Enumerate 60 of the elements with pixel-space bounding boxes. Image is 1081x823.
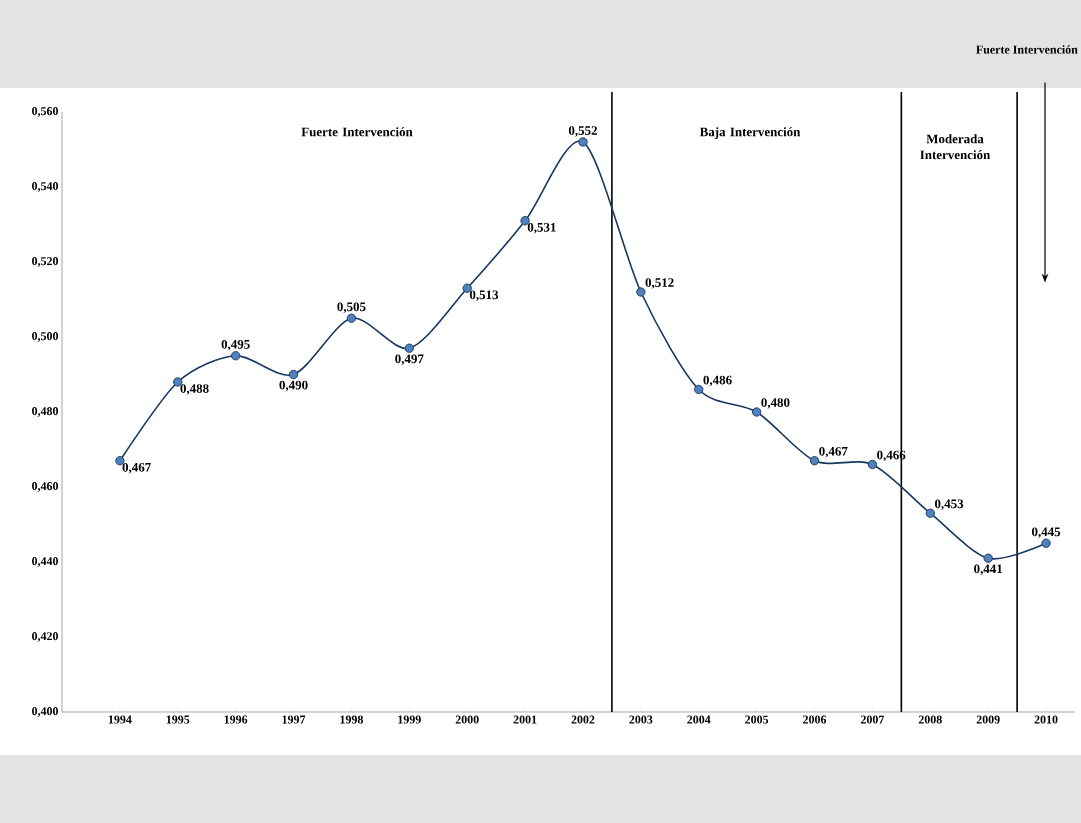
data-label: 0,486 — [703, 375, 732, 387]
point — [925, 508, 935, 518]
y-tick-label: 0,420 — [32, 632, 59, 642]
x-tick-label: 2002 — [571, 715, 595, 724]
data-label: 0,441 — [974, 564, 1003, 576]
point — [694, 384, 704, 395]
text: Fuerte Intervención — [976, 45, 1078, 54]
x-tick-label: 2009 — [976, 715, 1000, 724]
x-tick-label: 2008 — [918, 715, 942, 724]
point — [462, 283, 472, 293]
point — [751, 407, 762, 417]
point — [231, 351, 241, 361]
point — [288, 369, 299, 380]
y-tick-label: 0,480 — [32, 407, 59, 417]
x-tick-label: 1994 — [108, 715, 132, 724]
data-label: 0,505 — [337, 302, 366, 314]
data-label: 0,497 — [395, 354, 424, 366]
y-tick-label: 0,540 — [32, 182, 59, 192]
x-tick-label: 2006 — [803, 715, 827, 724]
data-label: 0,467 — [122, 462, 151, 474]
point — [867, 459, 878, 470]
annotation: Moderada Intervención — [920, 134, 991, 160]
data-label: 0,513 — [469, 290, 499, 302]
data-label: 0,490 — [279, 380, 308, 392]
x-tick-label: 1996 — [224, 715, 248, 724]
point — [346, 313, 357, 323]
data-label: 0,495 — [221, 339, 250, 351]
point — [636, 287, 646, 297]
data-label: 0,512 — [645, 278, 674, 289]
point — [404, 343, 414, 353]
point — [578, 137, 588, 147]
annotation: Fuerte Intervención — [301, 127, 413, 137]
data-label: 0,480 — [761, 398, 790, 409]
point — [809, 456, 820, 466]
point — [983, 553, 993, 563]
x-tick-label: 2003 — [629, 715, 653, 724]
y-tick-label: 0,400 — [32, 707, 59, 717]
x-tick-label: 1998 — [340, 715, 363, 724]
x-tick-label: 2004 — [687, 715, 711, 724]
x-tick-label: 2000 — [455, 715, 479, 724]
point — [1041, 538, 1051, 548]
y-tick-label: 0,440 — [32, 557, 59, 567]
x-tick-label: 1999 — [398, 715, 421, 724]
data-label: 0,467 — [819, 446, 848, 458]
y-tick-label: 0,460 — [32, 482, 59, 492]
data-label: 0,552 — [568, 126, 597, 137]
data-label: 0,488 — [180, 384, 209, 395]
y-tick-label: 0,520 — [32, 257, 59, 267]
x-tick-label: 2007 — [860, 715, 885, 724]
data-label: 0,445 — [1031, 527, 1061, 539]
annotation: Baja Intervención — [699, 127, 801, 139]
x-tick-label: 2005 — [745, 715, 769, 724]
data-label: 0,531 — [527, 222, 556, 234]
y-tick-label: 0,560 — [32, 107, 59, 117]
x-tick-label: 1995 — [166, 715, 190, 724]
x-tick-label: 2001 — [513, 715, 537, 724]
data-label: 0,453 — [934, 499, 964, 511]
x-tick-label: 1997 — [282, 715, 306, 724]
y-tick-label: 0,500 — [32, 332, 59, 342]
x-tick-label: 2010 — [1034, 715, 1058, 724]
